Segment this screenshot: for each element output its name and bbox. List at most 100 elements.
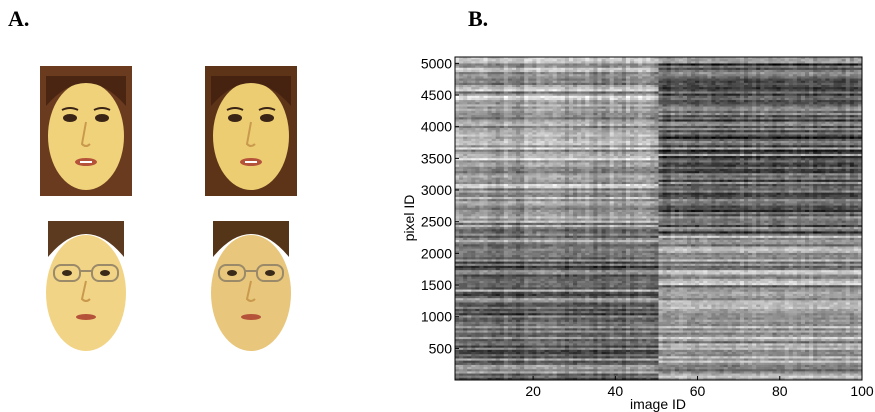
heatmap-cell: [475, 140, 480, 144]
heatmap-cell: [544, 121, 550, 125]
heatmap-cell: [621, 65, 627, 69]
heatmap-cell: [589, 72, 594, 75]
heatmap-cell: [805, 76, 810, 79]
heatmap-cell: [760, 147, 765, 150]
heatmap-cell: [630, 104, 635, 107]
heatmap-cell: [817, 102, 822, 105]
heatmap-cell: [695, 63, 700, 67]
heatmap-cell: [768, 138, 773, 142]
heatmap-cell: [752, 67, 757, 71]
heatmap-cell: [772, 162, 777, 166]
heatmap-cell: [707, 63, 712, 67]
heatmap-cell: [699, 104, 704, 107]
heatmap-cell: [756, 149, 761, 153]
heatmap-cell: [463, 59, 468, 62]
heatmap-cell: [597, 72, 602, 75]
heatmap-cell: [699, 57, 704, 60]
heatmap-cell: [719, 97, 725, 101]
heatmap-cell: [658, 162, 663, 166]
heatmap-cell: [511, 100, 517, 103]
heatmap-cell: [788, 128, 794, 131]
heatmap-cell: [662, 65, 668, 69]
heatmap-cell: [524, 87, 529, 90]
heatmap-cell: [540, 143, 545, 146]
heatmap-cell: [813, 69, 818, 73]
heatmap-cell: [613, 61, 619, 64]
heatmap-cell: [552, 130, 558, 133]
heatmap-cell: [560, 151, 566, 155]
heatmap-cell: [699, 61, 704, 64]
heatmap-cell: [715, 143, 720, 146]
heatmap-cell: [748, 156, 753, 159]
heatmap-cell: [748, 97, 753, 101]
heatmap-cell: [809, 140, 814, 144]
heatmap-cell: [796, 74, 802, 77]
heatmap-cell: [735, 160, 741, 163]
heatmap-cell: [707, 89, 712, 92]
heatmap-cell: [796, 143, 802, 146]
heatmap-cell: [597, 61, 602, 64]
heatmap-cell: [548, 112, 554, 116]
heatmap-cell: [784, 132, 790, 135]
heatmap-cell: [463, 128, 468, 131]
heatmap-cell: [800, 132, 806, 135]
heatmap-cell: [532, 130, 537, 133]
heatmap-cell: [707, 65, 712, 69]
heatmap-cell: [841, 74, 847, 77]
heatmap-cell: [495, 95, 501, 99]
heatmap-cell: [703, 89, 708, 92]
heatmap-cell: [654, 104, 659, 107]
heatmap-cell: [650, 57, 655, 60]
heatmap-cell: [707, 91, 712, 94]
heatmap-cell: [548, 153, 554, 157]
heatmap-cell: [695, 69, 700, 73]
heatmap-cell: [577, 102, 582, 105]
heatmap-cell: [792, 65, 798, 69]
heatmap-cell: [768, 128, 773, 131]
heatmap-cell: [560, 153, 566, 157]
heatmap-cell: [564, 82, 570, 86]
heatmap-cell: [719, 136, 725, 140]
heatmap-cell: [528, 100, 533, 103]
heatmap-cell: [507, 147, 513, 150]
heatmap-cell: [768, 123, 773, 127]
heatmap-cell: [495, 134, 501, 138]
heatmap-cell: [800, 136, 806, 140]
heatmap-cell: [686, 151, 692, 155]
heatmap-cell: [503, 65, 509, 69]
heatmap-cell: [511, 136, 517, 140]
heatmap-cell: [788, 93, 794, 97]
heatmap-cell: [841, 140, 847, 144]
heatmap-cell: [841, 78, 847, 82]
heatmap-cell: [516, 82, 521, 86]
heatmap-cell: [573, 112, 578, 116]
heatmap-cell: [463, 80, 468, 84]
heatmap-cell: [658, 67, 663, 71]
heatmap-cell: [568, 136, 574, 140]
heatmap-cell: [463, 110, 468, 114]
heatmap-cell: [682, 147, 688, 150]
heatmap-cell: [544, 84, 550, 88]
heatmap-cell: [589, 97, 594, 101]
heatmap-cell: [471, 125, 476, 129]
heatmap-cell: [568, 72, 574, 75]
heatmap-cell: [638, 128, 643, 131]
heatmap-cell: [560, 69, 566, 73]
heatmap-cell: [646, 117, 651, 120]
heatmap-cell: [556, 97, 562, 101]
heatmap-cell: [727, 134, 733, 138]
heatmap-cell: [625, 158, 631, 161]
heatmap-cell: [821, 156, 826, 159]
heatmap-cell: [805, 130, 810, 133]
heatmap-cell: [455, 72, 460, 75]
heatmap-cell: [463, 162, 468, 166]
heatmap-cell: [695, 162, 700, 166]
heatmap-cell: [849, 153, 855, 157]
heatmap-cell: [593, 80, 598, 84]
heatmap-cell: [552, 63, 558, 67]
heatmap-cell: [516, 147, 521, 150]
heatmap-cell: [772, 63, 777, 67]
heatmap-cell: [544, 72, 550, 75]
heatmap-cell: [499, 140, 505, 144]
heatmap-cell: [686, 143, 692, 146]
